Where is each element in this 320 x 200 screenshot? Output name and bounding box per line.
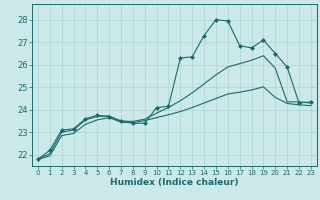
X-axis label: Humidex (Indice chaleur): Humidex (Indice chaleur) [110, 178, 239, 187]
